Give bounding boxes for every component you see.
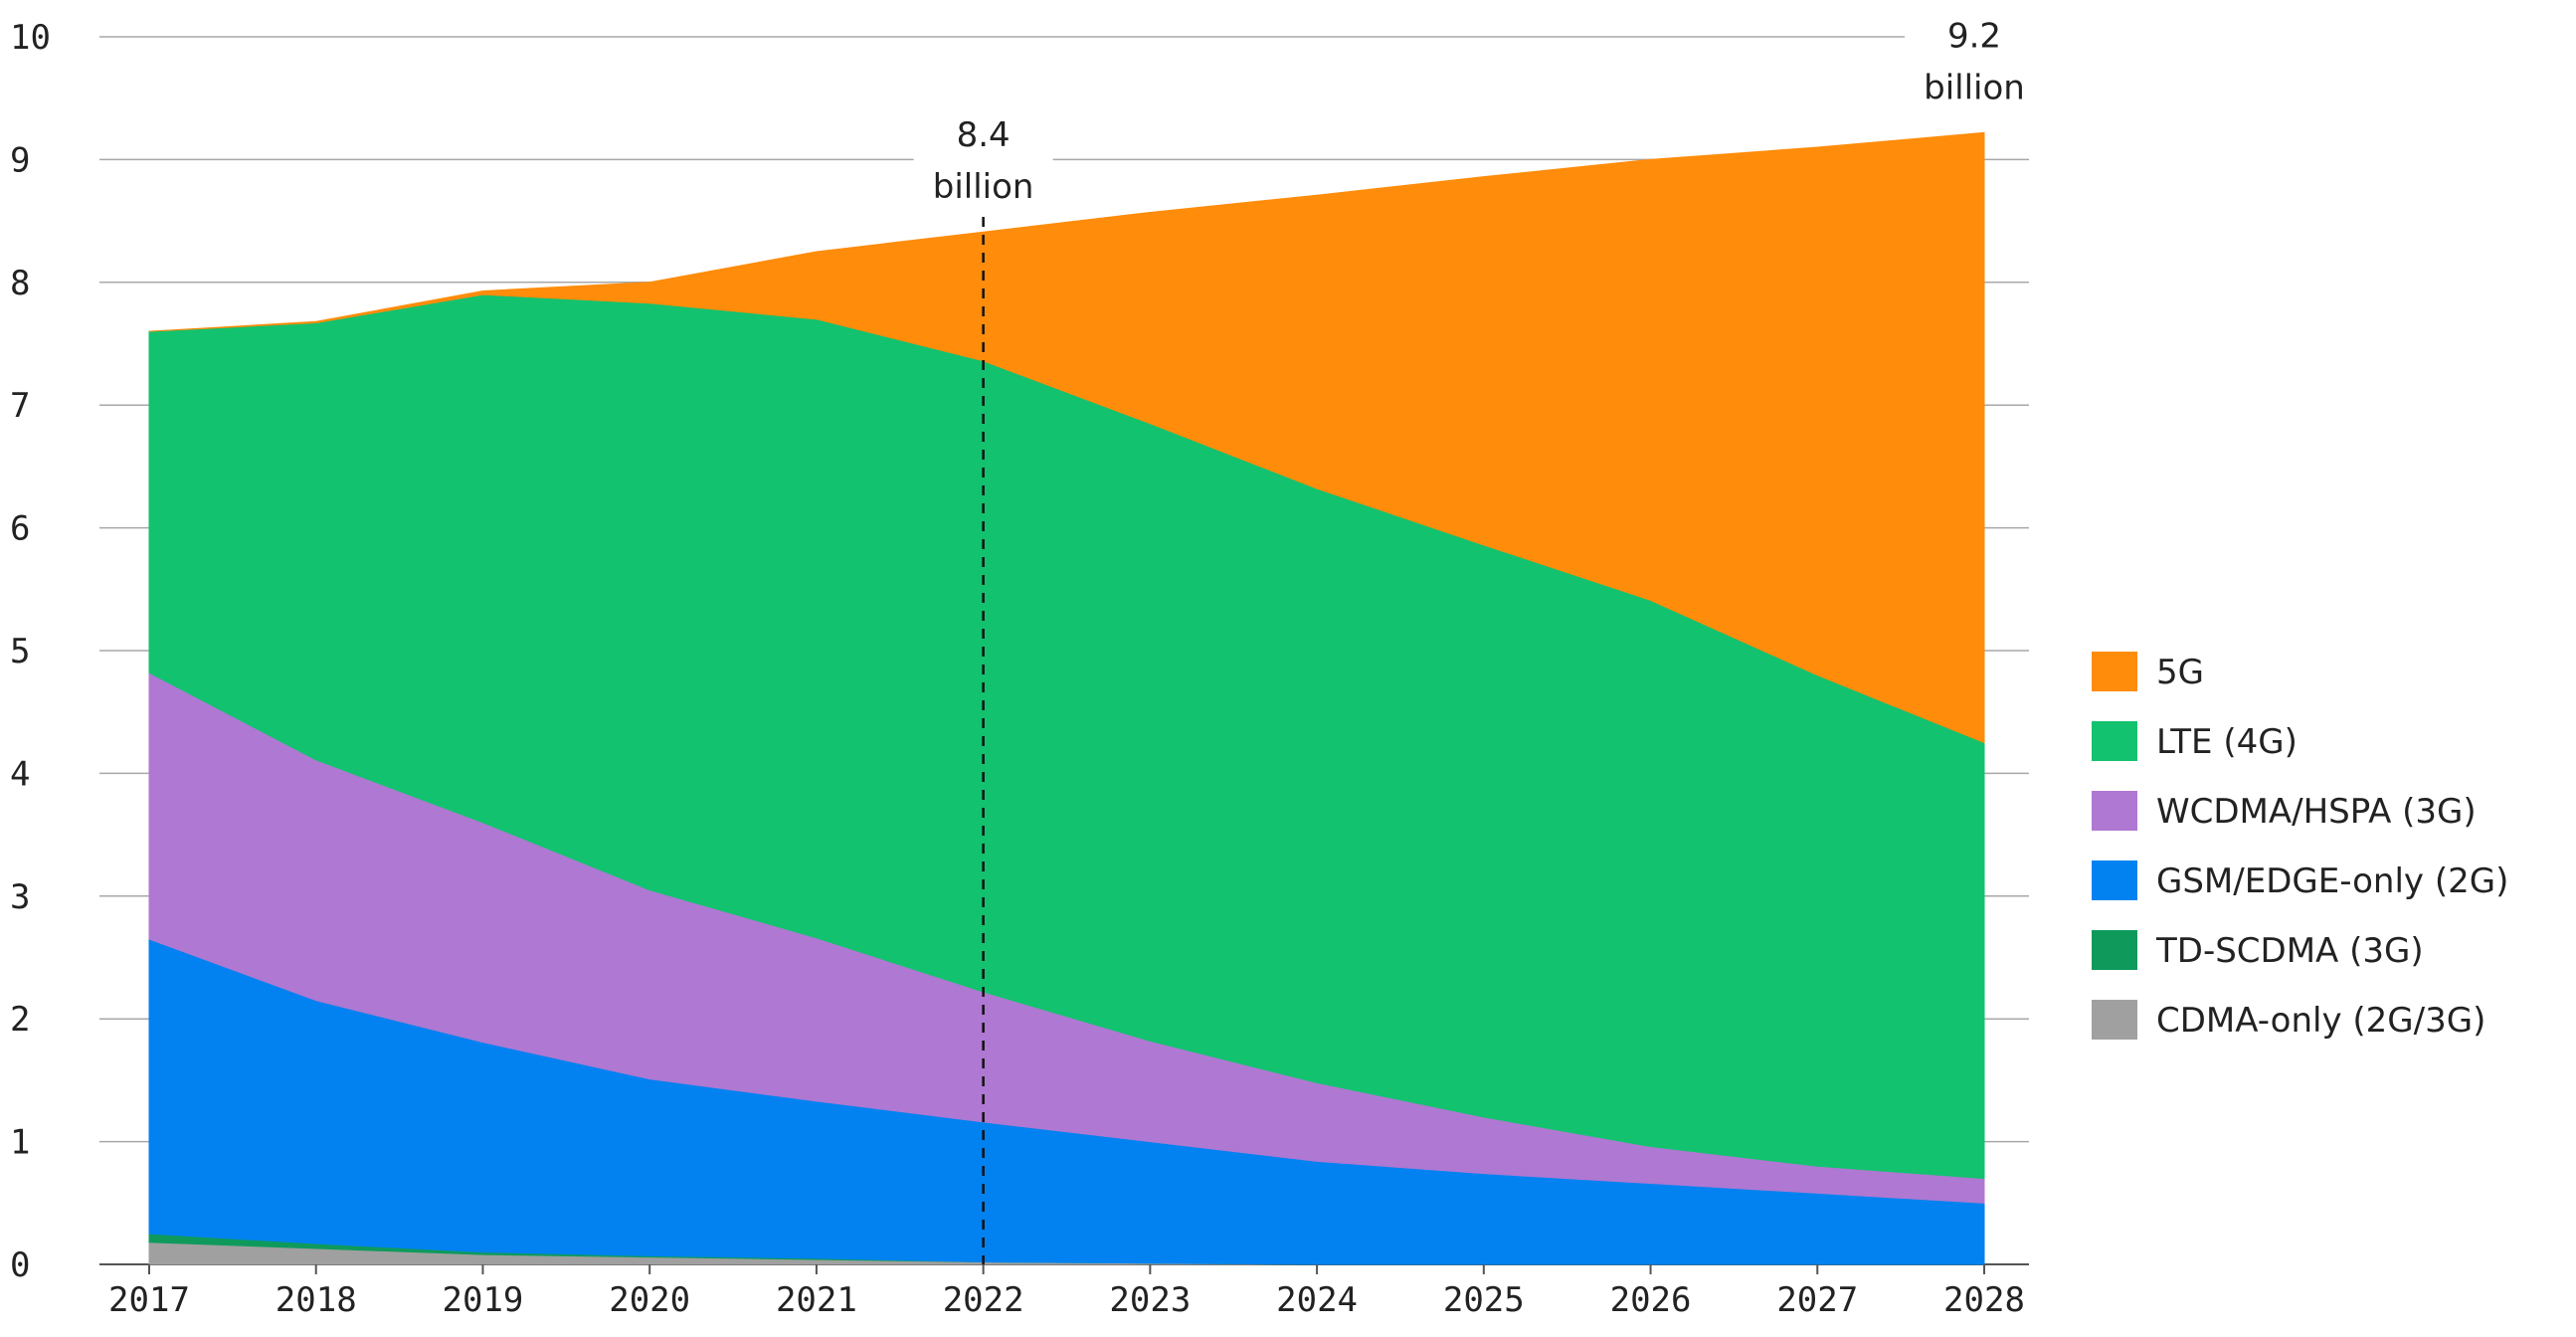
legend-label-td-scdma-3g: TD-SCDMA (3G) <box>2155 931 2424 971</box>
y-tick-label-7: 7 <box>10 386 30 426</box>
x-tick-label-2026: 2026 <box>1610 1280 1692 1320</box>
legend-label-gsm-edge-only-2g: GSM/EDGE-only (2G) <box>2156 861 2508 901</box>
annotation-value-2028: 9.2 <box>1947 16 2001 56</box>
legend-label-wcdma-hspa-3g: WCDMA/HSPA (3G) <box>2156 792 2477 832</box>
legend: 5G LTE (4G) WCDMA/HSPA (3G) GSM/EDGE-only (… <box>2092 652 2508 1041</box>
x-tick-label-2027: 2027 <box>1776 1280 1858 1320</box>
x-tick-label-2020: 2020 <box>609 1280 690 1320</box>
x-tick-label-2021: 2021 <box>776 1280 857 1320</box>
y-tick-label-0: 0 <box>10 1245 30 1285</box>
y-axis: 0 1 2 3 4 5 6 7 8 9 10 <box>10 18 51 1285</box>
annotation-unit-2028: billion <box>1924 68 2025 107</box>
x-tick-label-2023: 2023 <box>1109 1280 1191 1320</box>
legend-swatch-wcdma-hspa-3g <box>2092 791 2137 831</box>
y-tick-label-3: 3 <box>10 877 30 917</box>
y-tick-label-2: 2 <box>10 1000 30 1040</box>
y-tick-label-5: 5 <box>10 632 30 671</box>
x-tick-label-2025: 2025 <box>1443 1280 1525 1320</box>
legend-swatch-td-scdma-3g <box>2092 930 2137 970</box>
y-tick-label-10: 10 <box>10 18 51 58</box>
x-tick-label-2028: 2028 <box>1943 1280 2025 1320</box>
y-tick-label-9: 9 <box>10 140 30 180</box>
x-tick-label-2022: 2022 <box>943 1280 1024 1320</box>
legend-swatch-cdma-only-2g-3g <box>2092 1000 2137 1040</box>
series-areas <box>148 131 1985 1265</box>
x-tick-label-2024: 2024 <box>1276 1280 1358 1320</box>
annotation-unit-2022: billion <box>933 167 1034 207</box>
y-tick-label-1: 1 <box>10 1123 30 1163</box>
legend-label-cdma-only-2g-3g: CDMA-only (2G/3G) <box>2156 1001 2485 1041</box>
x-tick-label-2017: 2017 <box>108 1280 190 1320</box>
annotation-value-2022: 8.4 <box>957 115 1011 155</box>
area-5g <box>148 131 1985 744</box>
y-tick-label-8: 8 <box>10 264 30 303</box>
annotations: 8.4 billion 9.2 billion <box>913 11 2044 211</box>
legend-swatch-lte-4g <box>2092 721 2137 761</box>
legend-swatch-gsm-edge-only-2g <box>2092 860 2137 900</box>
legend-swatch-5g <box>2092 652 2137 691</box>
x-tick-label-2018: 2018 <box>276 1280 357 1320</box>
x-tick-label-2019: 2019 <box>443 1280 524 1320</box>
annotation-bg-2028 <box>1905 11 2044 111</box>
y-tick-label-6: 6 <box>10 509 30 549</box>
y-tick-label-4: 4 <box>10 754 30 794</box>
x-axis: 2017 2018 2019 2020 2021 2022 2023 2024 2025 2026… <box>108 1264 2025 1320</box>
legend-label-lte-4g: LTE (4G) <box>2156 722 2298 762</box>
legend-label-5g: 5G <box>2156 653 2204 692</box>
annotation-bg-2022 <box>913 110 1053 211</box>
